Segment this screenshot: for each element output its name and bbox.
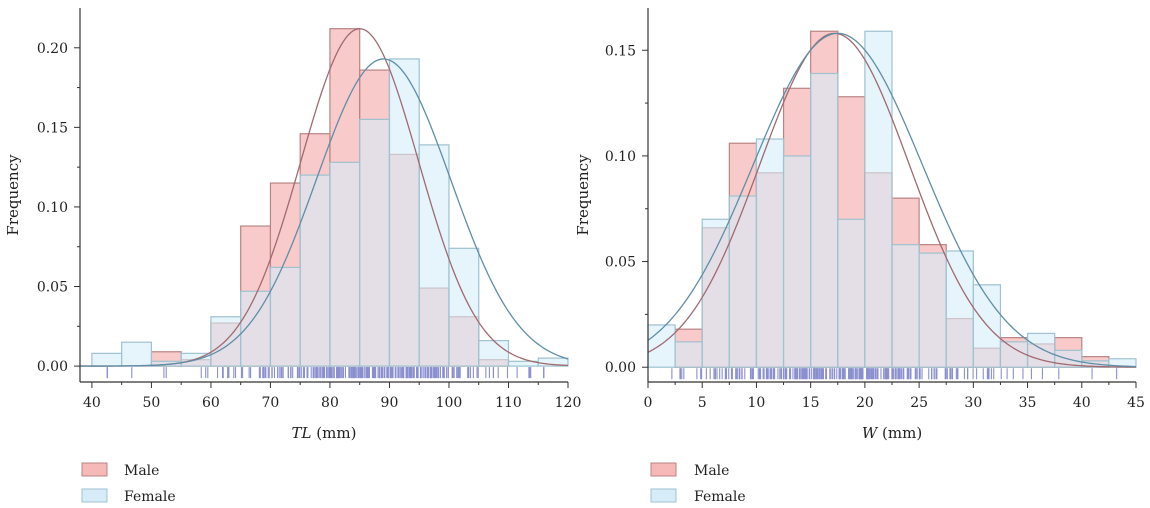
histogram-bar-female [782,155,812,368]
y-tick-label: 0.10 [37,200,68,216]
fit-curve-female [647,32,1137,368]
right-legend: Male Female [650,462,746,505]
x-tick-label: 35 [1019,395,1037,411]
legend-label-male: Male [124,463,159,479]
x-tick-label: 25 [910,395,928,411]
histogram-bar-female [91,352,123,367]
legend-label-female: Female [124,489,176,505]
y-tick-label: 0.05 [37,280,68,296]
y-tick-label: 0.05 [605,255,636,271]
rug-plot [106,367,545,379]
x-tick-label: 0 [644,395,653,411]
left-chart-panel: 0.00 0.05 0.10 0.15 0.20 40 50 60 70 80 90 100 110 12… [4,8,581,442]
legend-swatch-male [81,462,108,477]
x-tick-label: 15 [802,395,820,411]
histogram-bar-female [728,195,758,368]
x-tick-label: 20 [856,395,874,411]
y-tick-label: 0.10 [605,149,636,165]
y-tick-label: 0.20 [37,41,68,57]
y-axis-title: Frequency [574,154,592,236]
legend-label-male: Male [694,463,729,479]
histogram-bar-female [448,247,480,367]
fit-curve-female [80,58,569,367]
histogram-bar-female [329,161,361,367]
histogram-bar-female [701,218,730,368]
histogram-bar-female [837,218,866,368]
x-axis-title: W (mm) [862,424,922,442]
rug-plot [671,368,1118,380]
x-tick-label: 10 [748,395,766,411]
x-tick-label: 45 [1127,395,1145,411]
legend-swatch-female [650,488,677,503]
histogram-bar-female [674,341,703,368]
histogram-bar-female [359,118,391,367]
y-tick-label: 0.15 [605,43,636,59]
legend-label-female: Female [694,489,746,505]
histogram-bar-female [864,30,893,368]
x-tick-label: 50 [143,395,161,411]
x-axis-title: TL (mm) [292,424,357,442]
histogram-bar-female [755,138,785,368]
x-tick-label: 5 [698,395,707,411]
histogram-bar-female [891,244,920,368]
fit-curve-male [647,32,1137,368]
y-tick-label: 0.15 [37,120,68,136]
x-tick-label: 80 [321,395,339,411]
y-axis-title: Frequency [4,154,22,236]
right-chart-panel: 0.00 0.05 0.10 0.15 0 5 10 15 20 25 30 35 40 45 Freque… [574,8,1145,442]
y-tick-label: 0.00 [605,360,636,376]
legend-swatch-male [650,462,677,477]
left-legend: Male Female [81,462,176,505]
x-tick-label: 60 [202,395,220,411]
x-tick-label: 110 [495,395,522,411]
x-tick-label: 40 [83,395,101,411]
histogram-bar-female [945,250,974,368]
histogram-bar-female [810,72,839,368]
histogram-bar-female [121,341,153,367]
histogram-bar-female [647,324,676,368]
x-tick-label: 70 [262,395,280,411]
y-tick-label: 0.00 [37,359,68,375]
x-tick-label: 40 [1073,395,1091,411]
histogram-bar-female [999,341,1029,368]
legend-swatch-female [81,488,108,503]
histogram-bar-female [388,58,420,367]
histogram-bar-female [299,174,331,367]
x-tick-label: 100 [436,395,463,411]
histogram-bar-female [918,252,947,368]
histogram-bar-female [269,266,301,367]
x-tick-label: 30 [964,395,982,411]
x-tick-label: 90 [381,395,399,411]
x-tick-label: 120 [555,395,582,411]
histogram-bar-female [478,340,510,367]
